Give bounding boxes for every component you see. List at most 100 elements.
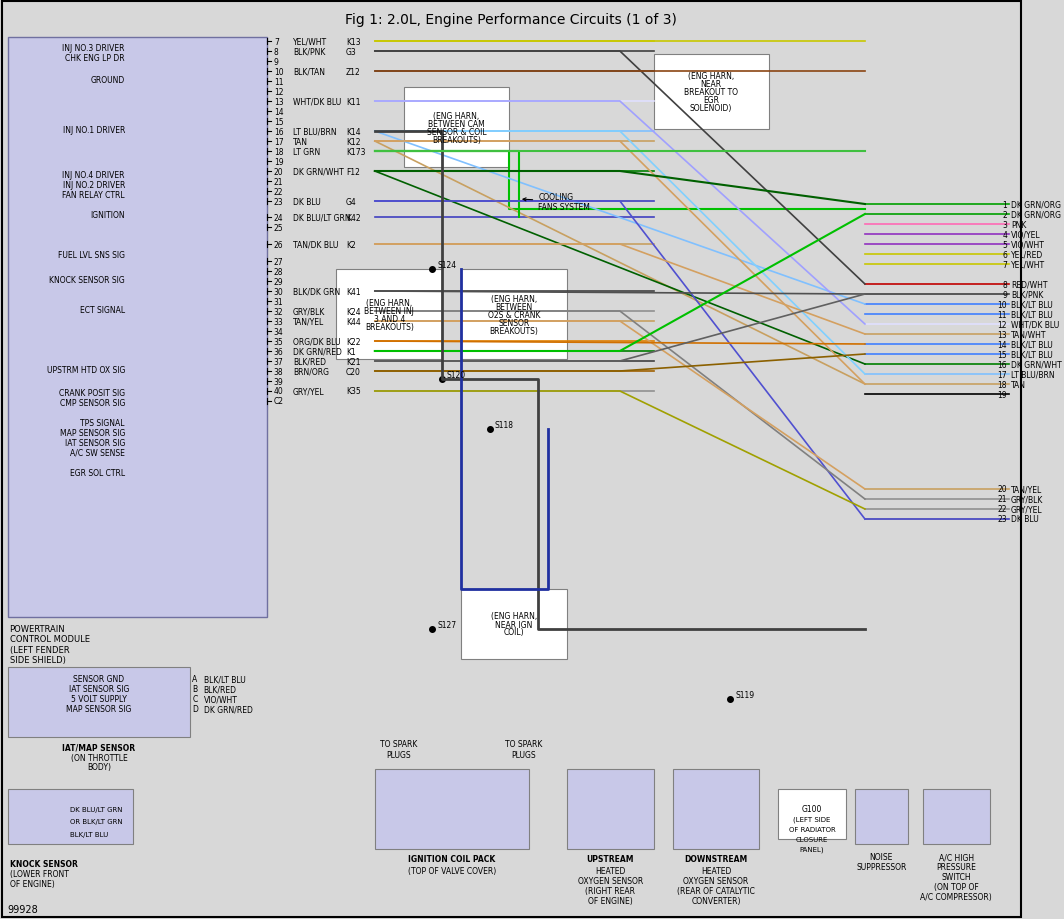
Text: 34: 34 — [273, 327, 284, 336]
Text: 3: 3 — [1002, 221, 1008, 229]
Text: IGNITION: IGNITION — [90, 210, 124, 220]
Text: VIO/YEL: VIO/YEL — [1011, 231, 1041, 239]
Text: DK GRN/WHT: DK GRN/WHT — [293, 167, 344, 176]
Text: BLK/PNK: BLK/PNK — [1011, 290, 1044, 300]
Text: DK GRN/WHT: DK GRN/WHT — [1011, 360, 1062, 369]
Text: OXYGEN SENSOR: OXYGEN SENSOR — [578, 877, 643, 886]
Text: 13: 13 — [998, 330, 1008, 339]
Text: WHT/DK BLU: WHT/DK BLU — [293, 97, 342, 107]
Text: WHT/DK BLU: WHT/DK BLU — [1011, 320, 1060, 329]
Text: OF RADIATOR: OF RADIATOR — [788, 826, 835, 832]
Text: K13: K13 — [346, 38, 361, 47]
Text: K14: K14 — [346, 128, 361, 136]
Text: 36: 36 — [273, 347, 284, 357]
Text: 18: 18 — [998, 380, 1008, 389]
Text: (LEFT SIDE: (LEFT SIDE — [794, 816, 831, 823]
Bar — [462, 269, 567, 359]
Text: TAN: TAN — [1011, 380, 1026, 389]
Text: RED/WHT: RED/WHT — [1011, 280, 1048, 289]
Text: 14: 14 — [998, 340, 1008, 349]
Bar — [403, 88, 510, 168]
Text: ECT SIGNAL: ECT SIGNAL — [80, 305, 124, 314]
Text: 26: 26 — [273, 240, 283, 249]
Text: 24: 24 — [273, 213, 283, 222]
Text: GROUND: GROUND — [90, 75, 124, 85]
Text: 1: 1 — [1002, 200, 1008, 210]
Text: 18: 18 — [273, 147, 283, 156]
Text: (LOWER FRONT: (LOWER FRONT — [10, 869, 68, 879]
Text: (ON THROTTLE: (ON THROTTLE — [70, 753, 128, 762]
Text: K42: K42 — [346, 213, 361, 222]
Text: K173: K173 — [346, 147, 365, 156]
Text: 5: 5 — [1002, 240, 1008, 249]
Text: A/C HIGH: A/C HIGH — [938, 853, 974, 862]
Text: K2: K2 — [346, 240, 355, 249]
Text: KNOCK SENSOR SIG: KNOCK SENSOR SIG — [49, 275, 124, 284]
Text: DK BLU/LT GRN: DK BLU/LT GRN — [70, 806, 122, 812]
Text: G100: G100 — [802, 805, 822, 813]
Text: 7: 7 — [273, 38, 279, 47]
Text: COIL): COIL) — [504, 628, 525, 637]
Text: BREAKOUTS): BREAKOUTS) — [432, 135, 481, 144]
Text: CHK ENG LP DR: CHK ENG LP DR — [65, 53, 124, 62]
Text: TAN/WHT: TAN/WHT — [1011, 330, 1047, 339]
Text: 12: 12 — [273, 87, 283, 96]
Text: 14: 14 — [273, 108, 283, 117]
Text: K35: K35 — [346, 387, 361, 396]
Text: BRN/ORG: BRN/ORG — [293, 367, 329, 376]
Text: EGR SOL CTRL: EGR SOL CTRL — [70, 468, 124, 477]
Text: A: A — [193, 675, 198, 684]
Text: 21: 21 — [998, 495, 1008, 504]
Text: 33: 33 — [273, 317, 284, 326]
Text: Fig 1: 2.0L, Engine Performance Circuits (1 of 3): Fig 1: 2.0L, Engine Performance Circuits… — [346, 13, 677, 27]
Text: YEL/WHT: YEL/WHT — [1011, 260, 1045, 269]
Text: TPS SIGNAL: TPS SIGNAL — [81, 418, 124, 427]
Text: SENSOR & COIL: SENSOR & COIL — [427, 128, 486, 136]
Text: TAN/YEL: TAN/YEL — [1011, 485, 1043, 494]
Text: 4: 4 — [1002, 231, 1008, 239]
Text: OF ENGINE): OF ENGINE) — [588, 897, 633, 905]
Bar — [567, 769, 653, 849]
Text: K41: K41 — [346, 288, 361, 296]
Text: INJ NO.4 DRIVER: INJ NO.4 DRIVER — [63, 170, 124, 179]
Text: S120: S120 — [447, 370, 466, 380]
Text: BLK/TAN: BLK/TAN — [293, 67, 326, 76]
Text: (ENG HARN,: (ENG HARN, — [491, 294, 537, 303]
Text: BETWEEN: BETWEEN — [496, 302, 533, 312]
Text: PANEL): PANEL) — [800, 845, 825, 852]
Text: SENSOR GND: SENSOR GND — [73, 675, 124, 684]
Text: FAN RELAY CTRL: FAN RELAY CTRL — [63, 190, 124, 199]
Text: VIO/WHT: VIO/WHT — [203, 695, 237, 704]
Text: (LEFT FENDER: (LEFT FENDER — [10, 645, 69, 653]
Text: S119: S119 — [735, 690, 754, 698]
Bar — [855, 789, 909, 844]
Text: MAP SENSOR SIG: MAP SENSOR SIG — [60, 428, 124, 437]
Text: Z12: Z12 — [346, 67, 361, 76]
Text: 20: 20 — [273, 167, 283, 176]
Text: 5 VOLT SUPPLY: 5 VOLT SUPPLY — [71, 695, 127, 704]
Text: IGNITION COIL PACK: IGNITION COIL PACK — [409, 855, 496, 864]
Text: EGR: EGR — [703, 96, 719, 105]
Bar — [779, 789, 846, 839]
Text: BLK/RED: BLK/RED — [293, 357, 327, 366]
Text: K44: K44 — [346, 317, 361, 326]
Text: GRY/YEL: GRY/YEL — [293, 387, 325, 396]
Text: F12: F12 — [346, 167, 360, 176]
Text: LT GRN: LT GRN — [293, 147, 320, 156]
Text: G3: G3 — [346, 48, 356, 56]
Text: BREAKOUTS): BREAKOUTS) — [489, 326, 538, 335]
Text: K22: K22 — [346, 337, 361, 346]
Text: 13: 13 — [273, 97, 283, 107]
Text: BLK/LT BLU: BLK/LT BLU — [1011, 340, 1052, 349]
Text: PNK: PNK — [1011, 221, 1027, 229]
Text: BREAKOUTS): BREAKOUTS) — [365, 323, 414, 331]
Text: SUPPRESSOR: SUPPRESSOR — [857, 863, 907, 871]
Text: BLK/LT BLU: BLK/LT BLU — [1011, 311, 1052, 319]
Text: C2: C2 — [273, 397, 284, 406]
Text: LT BLU/BRN: LT BLU/BRN — [293, 128, 336, 136]
Text: DK BLU/LT GRN: DK BLU/LT GRN — [293, 213, 351, 222]
Text: 11: 11 — [998, 311, 1008, 319]
Text: 21: 21 — [273, 177, 283, 187]
Text: 22: 22 — [998, 505, 1008, 514]
Text: HEATED: HEATED — [595, 867, 626, 876]
